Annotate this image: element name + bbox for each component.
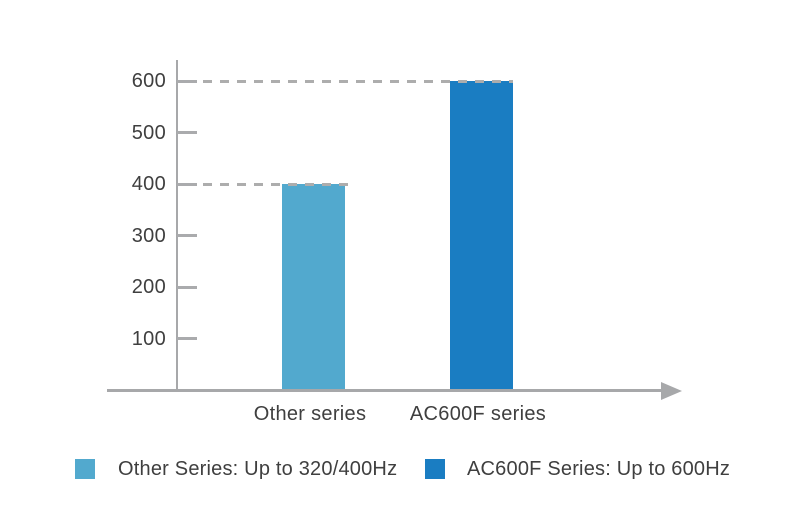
y-axis-label-100: 100 [131,328,166,350]
y-tick-500 [177,131,197,134]
legend-label-ac600f-series: AC600F Series: Up to 600Hz [467,458,731,480]
bar-ac600f-series [450,81,513,390]
y-axis-label-500: 500 [131,122,166,144]
y-axis-label-600: 600 [131,70,166,92]
legend-swatch-other-series [75,459,95,479]
y-axis-label-300: 300 [131,225,166,247]
reference-line-400 [203,183,349,186]
y-axis-label-400: 400 [131,173,166,195]
x-axis-line [107,389,663,392]
y-tick-600 [177,80,197,83]
x-axis-arrow-icon [661,382,682,400]
y-tick-100 [177,337,197,340]
y-tick-200 [177,286,197,289]
y-tick-300 [177,234,197,237]
y-axis-label-200: 200 [131,276,166,298]
bar-other-series [282,184,345,390]
x-axis-label-other-series: Other series [253,403,367,425]
x-axis-label-ac600f-series: AC600F series [409,403,547,425]
legend-swatch-ac600f-series [425,459,445,479]
y-axis-line [176,60,178,391]
reference-line-600 [203,80,513,83]
y-tick-400 [177,183,197,186]
legend-label-other-series: Other Series: Up to 320/400Hz [118,458,398,480]
